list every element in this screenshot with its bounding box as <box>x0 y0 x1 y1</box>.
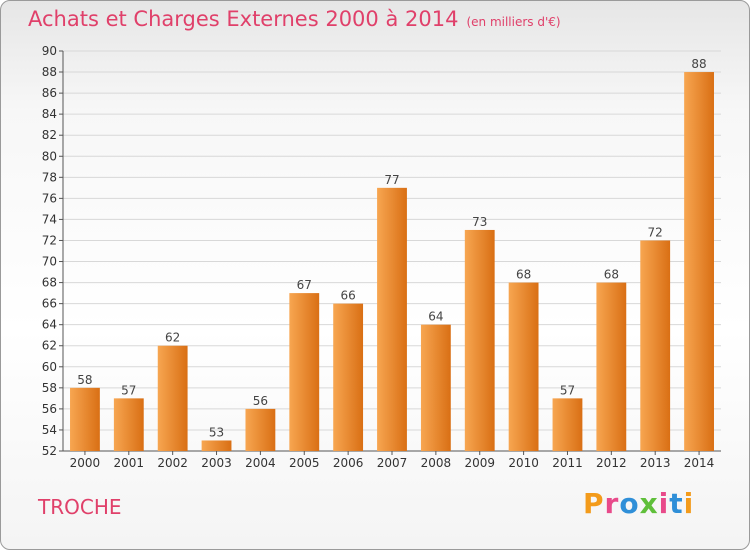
x-tick-label-2014: 2014 <box>684 456 715 470</box>
y-tick-label: 52 <box>42 444 57 458</box>
x-tick-label-2002: 2002 <box>157 456 188 470</box>
bar-2008 <box>420 324 451 451</box>
bar-2007 <box>377 187 407 451</box>
chart-title-text: Achats et Charges Externes 2000 à 2014 <box>28 7 459 31</box>
logo-letter: r <box>604 487 620 520</box>
logo-letter: x <box>639 487 659 520</box>
y-tick-label: 86 <box>42 86 57 100</box>
chart-unit: (en milliers d'€) <box>466 15 561 29</box>
bar-2011 <box>552 398 583 451</box>
labels: 52 54 56 58 60 62 64 66 68 70 72 74 76 78 80 82 84 86 88 90… <box>42 44 715 470</box>
value-label-2012: 68 <box>604 268 619 282</box>
x-tick-label-2008: 2008 <box>421 456 452 470</box>
value-label-2010: 68 <box>516 268 531 282</box>
y-tick-label: 58 <box>42 381 57 395</box>
x-tick-label-2010: 2010 <box>508 456 539 470</box>
bar-2001 <box>113 398 144 451</box>
y-tick-label: 62 <box>42 339 57 353</box>
x-tick-label-2000: 2000 <box>70 456 101 470</box>
value-label-2006: 66 <box>340 289 355 303</box>
x-tick-label-2001: 2001 <box>114 456 145 470</box>
y-tick-label: 82 <box>42 128 57 142</box>
x-tick-label-2013: 2013 <box>640 456 671 470</box>
value-label-2011: 57 <box>560 383 575 397</box>
logo-letter: t <box>669 487 684 520</box>
x-tick-label-2006: 2006 <box>333 456 364 470</box>
y-tick-label: 76 <box>42 191 57 205</box>
x-tick-label-2004: 2004 <box>245 456 276 470</box>
logo-letter: i <box>658 487 670 520</box>
x-tick-label-2003: 2003 <box>201 456 232 470</box>
value-label-2008: 64 <box>428 310 443 324</box>
bar-2000 <box>70 387 100 451</box>
y-tick-label: 80 <box>42 149 57 163</box>
x-tick-label-2011: 2011 <box>552 456 583 470</box>
bar-2009 <box>464 229 495 451</box>
y-tick-label: 90 <box>42 44 57 58</box>
value-label-2004: 56 <box>253 394 268 408</box>
y-tick-label: 54 <box>42 423 57 437</box>
y-tick-label: 84 <box>42 107 57 121</box>
y-tick-label: 56 <box>42 402 57 416</box>
x-tick-label-2007: 2007 <box>377 456 408 470</box>
x-tick-label-2005: 2005 <box>289 456 320 470</box>
value-label-2005: 67 <box>297 278 312 292</box>
y-tick-label: 78 <box>42 170 57 184</box>
bars <box>70 72 714 451</box>
bar-2012 <box>596 282 627 451</box>
bar-2005 <box>289 293 320 451</box>
y-tick-label: 64 <box>42 318 57 332</box>
x-tick-label-2012: 2012 <box>596 456 627 470</box>
logo-letter: o <box>619 487 640 520</box>
value-label-2000: 58 <box>77 373 92 387</box>
logo-letter: P <box>583 487 605 520</box>
commune-name: TROCHE <box>38 495 122 519</box>
value-label-2002: 62 <box>165 331 180 345</box>
value-label-2007: 77 <box>384 173 399 187</box>
x-tick-label-2009: 2009 <box>464 456 495 470</box>
y-tick-label: 70 <box>42 255 57 269</box>
bar-2003 <box>201 440 232 451</box>
y-tick-label: 66 <box>42 297 57 311</box>
value-label-2013: 72 <box>648 225 663 239</box>
bar-2010 <box>508 282 539 451</box>
y-tick-label: 68 <box>42 276 57 290</box>
y-tick-label: 60 <box>42 360 57 374</box>
value-label-2001: 57 <box>121 383 136 397</box>
value-label-2009: 73 <box>472 215 487 229</box>
value-label-2014: 88 <box>691 57 706 71</box>
chart-title: Achats et Charges Externes 2000 à 2014 (e… <box>28 7 561 31</box>
bar-2002 <box>157 345 188 451</box>
y-tick-label: 88 <box>42 65 57 79</box>
bar-2006 <box>333 303 364 451</box>
bar-2014 <box>684 72 714 451</box>
value-label-2003: 53 <box>209 425 224 439</box>
proxiti-logo: Proxiti <box>583 487 694 520</box>
bar-2013 <box>640 240 671 451</box>
y-tick-label: 74 <box>42 212 57 226</box>
bar-2004 <box>245 408 276 451</box>
logo-letter: i <box>683 487 695 520</box>
y-tick-label: 72 <box>42 233 57 247</box>
